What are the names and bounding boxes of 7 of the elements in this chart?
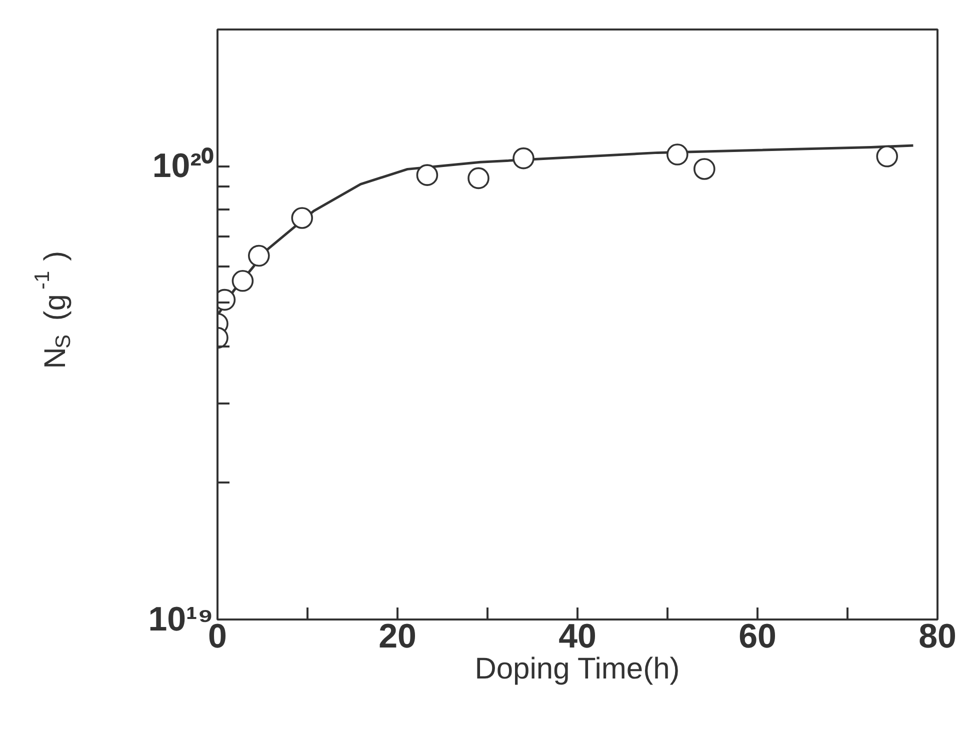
- x-tick-label: 60: [738, 618, 776, 656]
- x-tick-label: 40: [558, 618, 596, 656]
- x-tick-label: 80: [918, 618, 956, 656]
- y-tick-label: 10²⁰: [152, 147, 214, 186]
- y-axis-title: NS (g-1): [31, 250, 75, 369]
- x-axis-title: Doping Time(h): [474, 652, 680, 686]
- x-tick-label: 20: [378, 618, 416, 656]
